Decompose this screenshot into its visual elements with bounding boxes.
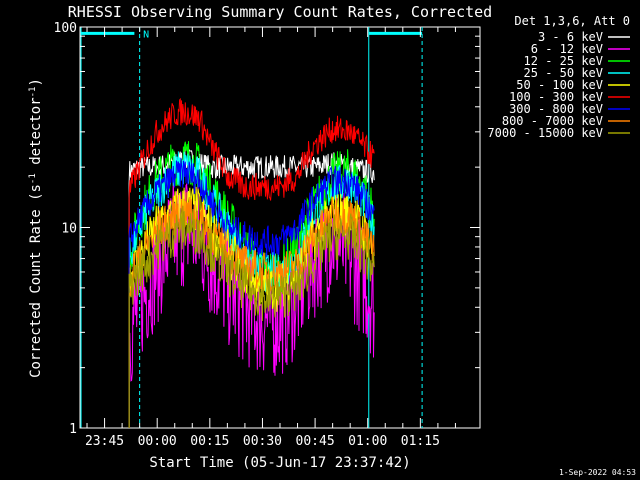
y-tick-label: 10 (61, 222, 77, 237)
x-tick-label: 01:00 (348, 434, 387, 449)
series-line (128, 205, 375, 428)
series-group (128, 97, 375, 428)
legend-entry-label: 25 - 50 keV (524, 66, 603, 80)
legend-entry-label: 300 - 800 keV (509, 102, 603, 116)
x-axis-label: Start Time (05-Jun-17 23:37:42) (149, 455, 410, 471)
legend-entry-label: 12 - 25 keV (524, 54, 603, 68)
y-axis-label-main: Corrected Count Rate (s (28, 184, 44, 378)
x-axis: 23:45 00:00 00:15 00:30 00:45 01:00 01:15 (85, 27, 456, 449)
chart-title: RHESSI Observing Summary Count Rates, Co… (68, 3, 492, 21)
legend-entry-label: 50 - 100 keV (516, 78, 603, 92)
x-tick-label: 00:00 (138, 434, 177, 449)
y-axis-label-mid: detector (28, 97, 44, 173)
series-layer (128, 97, 375, 428)
x-tick-label: 01:15 (401, 434, 440, 449)
y-axis-label: Corrected Count Rate (s-1 detector-1) (28, 78, 44, 378)
footer-date: 1-Sep-2022 04:53 (559, 468, 636, 477)
y-tick-label: 100 (54, 21, 77, 36)
x-tick-label: 23:45 (85, 434, 124, 449)
legend-entry-label: 7000 - 15000 keV (487, 126, 603, 140)
x-tick-label: 00:45 (296, 434, 335, 449)
legend-entry-label: 100 - 300 keV (509, 90, 603, 104)
x-tick-label: 00:15 (190, 434, 229, 449)
series-group (128, 157, 375, 428)
x-tick-label: 00:30 (243, 434, 282, 449)
series-line (128, 157, 375, 428)
orbit-markers: N (80, 27, 423, 428)
y-tick-label: 1 (69, 422, 77, 437)
y-axis-label-sup1: -1 (28, 173, 38, 184)
legend-header: Det 1,3,6, Att 0 (514, 14, 630, 28)
legend-entry-label: 800 - 7000 keV (502, 114, 603, 128)
series-line (128, 97, 375, 428)
legend-entry-label: 6 - 12 keV (531, 42, 603, 56)
y-axis-label-sup2: -1 (28, 87, 38, 98)
legend-entry-label: 3 - 6 keV (538, 30, 603, 44)
y-axis: 1 10 100 (54, 21, 480, 437)
series-group (128, 205, 375, 428)
y-axis-label-end: ) (28, 78, 44, 86)
orbit-label: N (143, 29, 149, 40)
